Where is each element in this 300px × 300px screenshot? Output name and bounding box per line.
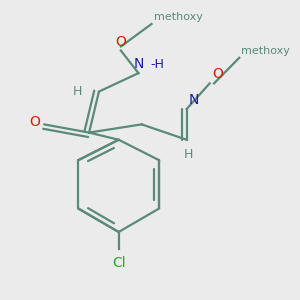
Text: methoxy: methoxy [242, 46, 290, 56]
Text: H: H [184, 148, 194, 161]
Text: H: H [72, 85, 82, 98]
Text: O: O [212, 67, 223, 81]
Text: methoxy: methoxy [154, 12, 202, 22]
Text: -H: -H [151, 58, 164, 71]
Text: N: N [189, 93, 199, 107]
Text: Cl: Cl [112, 256, 125, 270]
Text: O: O [29, 115, 40, 129]
Text: N: N [133, 57, 144, 71]
Text: O: O [116, 34, 126, 49]
